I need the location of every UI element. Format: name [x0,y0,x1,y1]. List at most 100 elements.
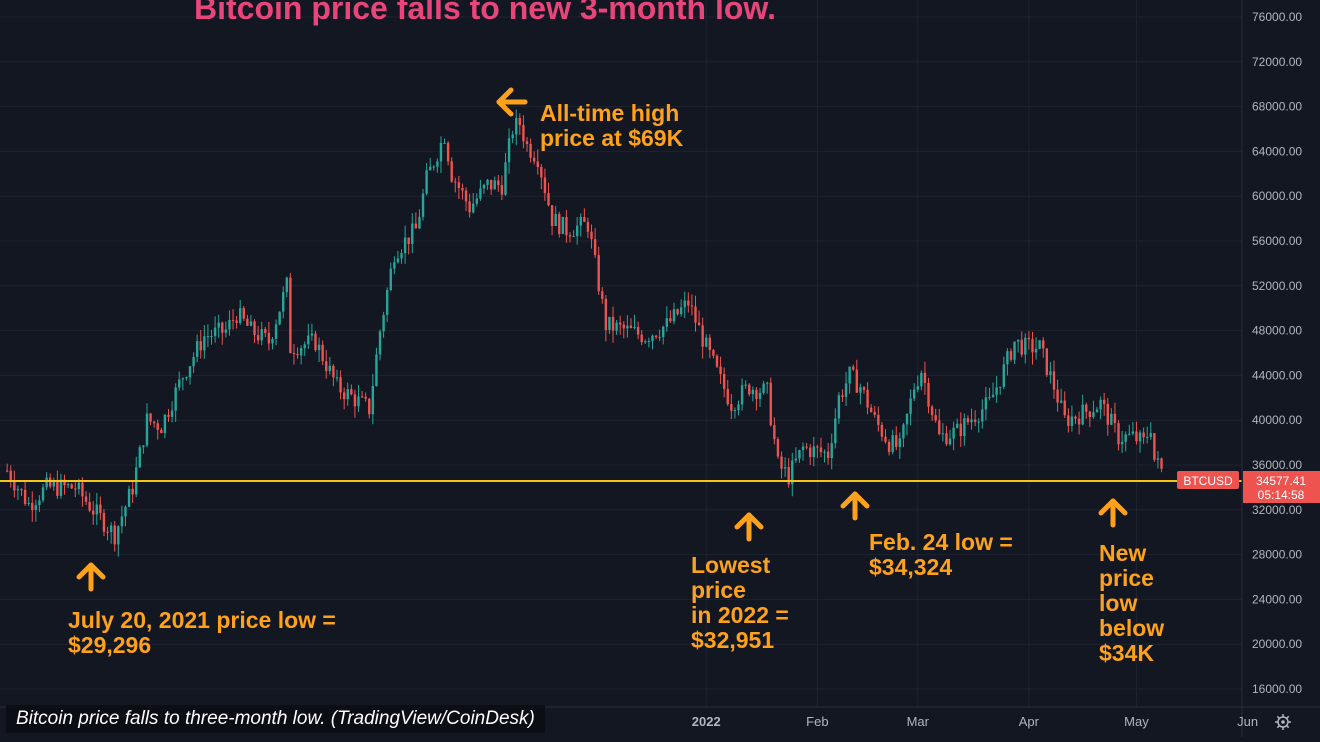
y-tick-label: 36000.00 [1252,458,1302,472]
candle-down [152,421,156,424]
candle-up [188,366,192,378]
candle-down [199,341,202,351]
candle-down [253,321,256,336]
candle-down [1117,423,1120,445]
candle-down [325,361,328,372]
candle-up [45,477,48,488]
candle-up [963,418,966,437]
candle-up [801,446,805,451]
candle-down [819,447,823,453]
candle-down [873,412,876,415]
candle-up [844,383,848,397]
candle-up [905,413,909,425]
candle-up [77,482,81,490]
candle-down [973,419,977,422]
candle-up [1081,404,1084,425]
candle-up [95,504,98,515]
candle-down [529,143,532,158]
candle-up [27,502,30,504]
up-arrow-icon [840,491,870,521]
y-tick-label: 72000.00 [1252,55,1302,69]
candle-up [1138,432,1142,442]
candle-down [99,504,102,514]
candle-down [63,479,66,486]
candle-down [887,441,891,453]
annotation-line: price [691,577,746,603]
candle-down [1067,415,1070,426]
candle-down [601,291,604,299]
y-tick-label: 16000.00 [1252,682,1302,696]
candle-up [396,258,400,263]
settings-gear-icon[interactable] [1275,714,1291,730]
candle-up [912,389,916,399]
candle-up [228,319,231,330]
candle-up [124,506,127,517]
candle-down [590,231,593,240]
annotation-2022-low: Lowest price in 2022 = $32,951 [691,553,789,653]
candle-down [497,180,500,186]
candle-up [981,409,984,422]
candle-up [794,458,798,461]
candle-up [1049,371,1052,375]
candle-down [113,525,116,545]
candle-down [1042,340,1045,349]
candle-down [1113,413,1117,424]
candle-up [170,410,174,417]
candle-down [966,418,970,423]
candle-up [615,322,618,331]
candle-up [411,223,414,244]
y-tick-label: 20000.00 [1252,637,1302,651]
candle-up [203,336,206,351]
candle-up [285,277,288,293]
candle-down [558,213,561,234]
candle-down [697,322,701,326]
candle-down [31,502,34,510]
candle-down [256,335,260,341]
chart-title: Bitcoin price falls to new 3-month low. [194,0,776,26]
candle-up [823,451,826,453]
candle-up [920,372,923,387]
candle-down [884,436,887,442]
candle-down [149,413,152,422]
candle-up [195,341,199,358]
candle-down [880,424,884,437]
candle-up [307,335,310,345]
candle-down [350,389,353,395]
candle-up [970,419,973,423]
candle-up [579,217,582,226]
candle-up [1149,433,1152,437]
candle-down [862,387,866,390]
candle-down [722,374,726,390]
candle-up [278,311,281,325]
candle-up [66,484,70,486]
price-axis-panel [1242,0,1320,707]
candle-down [235,320,238,323]
candle-up [382,314,385,332]
candle-down [1077,418,1081,425]
candle-down [1142,432,1145,438]
candle-up [812,446,815,458]
candle-down [701,325,704,347]
candle-up [511,134,514,139]
annotation-line: All-time high [540,100,680,126]
candle-down [131,488,134,495]
candle-up [891,435,894,453]
y-tick-label: 64000.00 [1252,144,1302,158]
candle-up [1059,400,1063,403]
candle-down [454,181,457,183]
candle-up [515,118,518,135]
y-tick-label: 24000.00 [1252,592,1302,606]
candle-up [672,309,676,322]
last-price-tag [1243,471,1320,503]
candle-up [798,450,801,459]
candle-down [586,221,590,232]
candle-down [712,350,715,356]
y-tick-label: 68000.00 [1252,100,1302,114]
candle-down [446,142,450,162]
candle-up [1016,339,1020,342]
annotation-all-time-high: All-time high price at $69K [540,101,683,151]
candle-up [174,387,177,411]
candle-up [955,423,959,428]
candle-up [425,170,428,194]
